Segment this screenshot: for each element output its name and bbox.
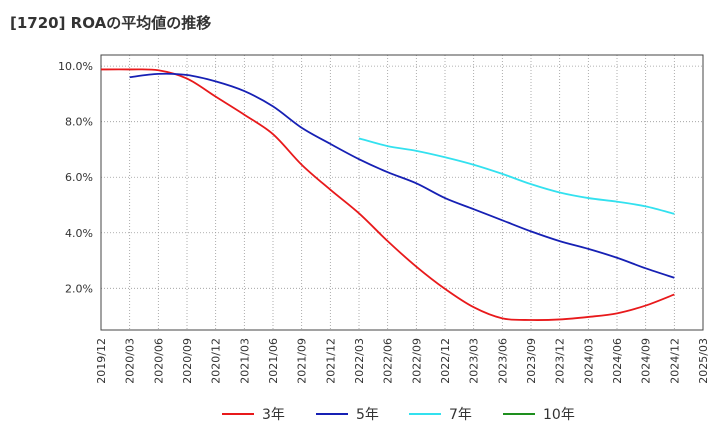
grid	[101, 55, 703, 330]
x-tick-label: 2023/03	[468, 338, 481, 384]
series-line	[129, 72, 675, 279]
x-tick-label: 2022/06	[382, 338, 395, 384]
x-tick-label: 2021/12	[324, 338, 337, 384]
x-tick-label: 2022/12	[439, 338, 452, 384]
y-tick-label: 10.0%	[58, 60, 93, 73]
x-tick-label: 2019/12	[95, 338, 108, 384]
y-tick-label: 2.0%	[65, 282, 93, 295]
legend: 3年 5年 7年 10年	[222, 407, 575, 423]
legend-item: 5年	[316, 407, 379, 423]
chart-title: [1720] ROAの平均値の推移	[10, 14, 212, 32]
legend-label: 10年	[543, 407, 575, 423]
x-tick-label: 2024/03	[582, 338, 595, 384]
x-axis-ticks: 2019/12 2020/03 2020/06 2020/09 2020/12 2021/…	[95, 338, 710, 384]
legend-label: 3年	[262, 407, 285, 423]
series-lines	[100, 68, 675, 321]
x-tick-label: 2024/06	[611, 338, 624, 384]
y-tick-label: 6.0%	[65, 171, 93, 184]
plot-frame	[100, 54, 704, 331]
x-tick-label: 2023/06	[496, 338, 509, 384]
y-tick-label: 4.0%	[65, 227, 93, 240]
y-tick-label: 8.0%	[65, 116, 93, 129]
x-tick-label: 2020/03	[124, 338, 137, 384]
x-tick-label: 2022/09	[410, 338, 423, 384]
legend-item: 3年	[222, 407, 285, 423]
series-line	[100, 68, 675, 321]
series-line	[358, 137, 675, 215]
axes	[100, 54, 704, 331]
x-tick-label: 2023/12	[554, 338, 567, 384]
x-tick-label: 2022/03	[353, 338, 366, 384]
legend-item: 10年	[503, 407, 575, 423]
y-axis-ticks: 2.0% 4.0% 6.0% 8.0% 10.0%	[58, 60, 93, 295]
x-tick-label: 2024/09	[640, 338, 653, 384]
x-tick-label: 2024/12	[668, 338, 681, 384]
x-tick-label: 2020/09	[181, 338, 194, 384]
x-tick-label: 2023/09	[525, 338, 538, 384]
x-tick-label: 2020/12	[210, 338, 223, 384]
x-tick-label: 2025/03	[697, 338, 710, 384]
x-tick-label: 2020/06	[152, 338, 165, 384]
legend-label: 7年	[449, 407, 472, 423]
x-tick-label: 2021/09	[296, 338, 309, 384]
legend-item: 7年	[409, 407, 472, 423]
x-tick-label: 2021/06	[267, 338, 280, 384]
x-tick-label: 2021/03	[238, 338, 251, 384]
legend-label: 5年	[356, 407, 379, 423]
